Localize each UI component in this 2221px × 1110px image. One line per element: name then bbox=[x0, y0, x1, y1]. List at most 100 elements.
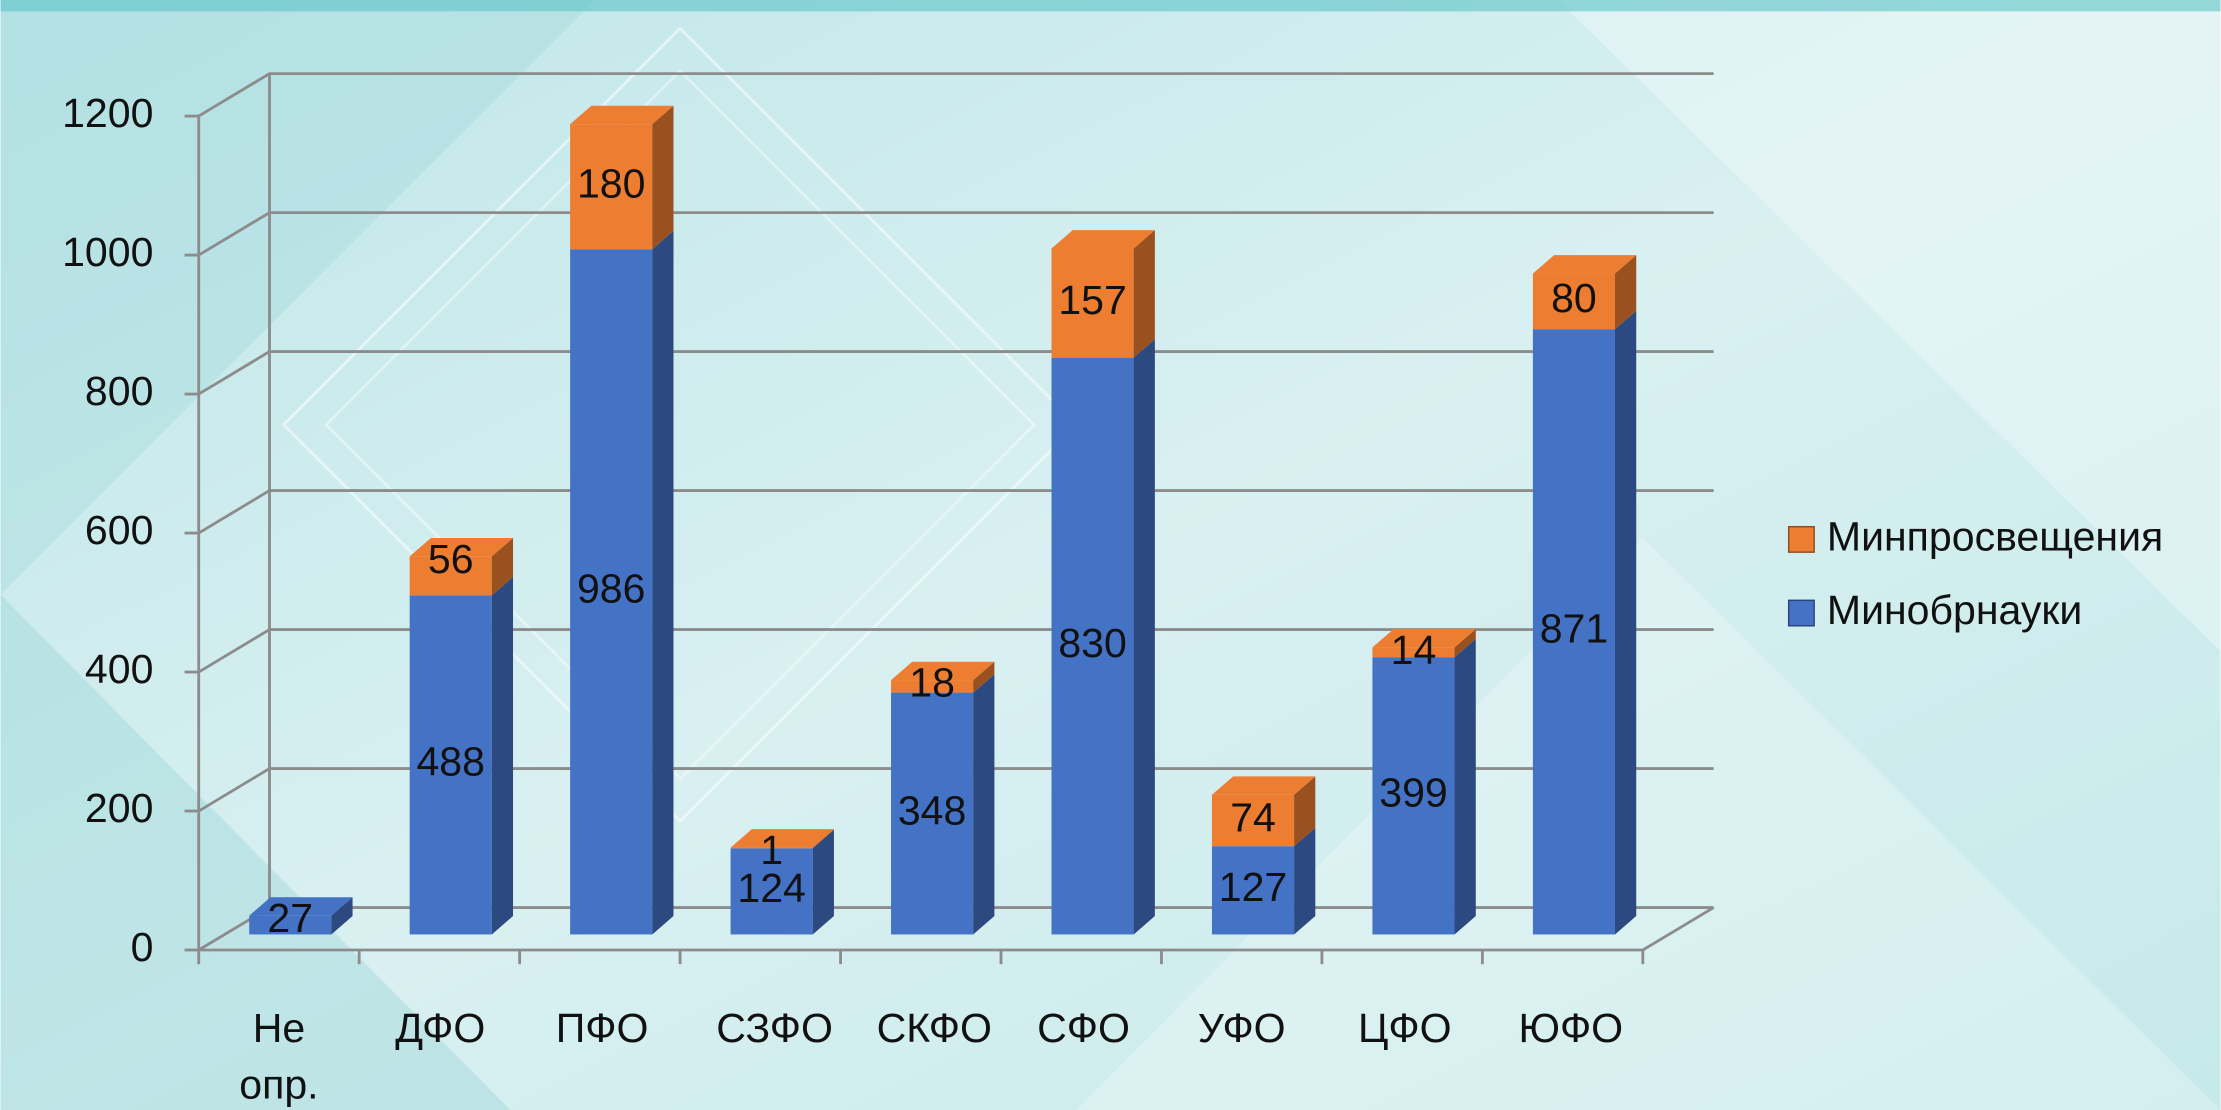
bar-segment bbox=[1372, 638, 1476, 935]
bar-side bbox=[1615, 310, 1637, 935]
bar-front bbox=[891, 692, 974, 935]
data-label: 14 bbox=[1391, 627, 1437, 673]
bar-top bbox=[570, 105, 674, 125]
legend-label: Минпросвещения bbox=[1827, 513, 2163, 559]
bar-segment bbox=[1211, 776, 1316, 847]
x-tick-label: ЦФО bbox=[1358, 1006, 1452, 1052]
bar-side bbox=[652, 105, 674, 250]
data-label: 180 bbox=[577, 161, 646, 207]
x-tick-label-box: ПФО bbox=[556, 1007, 649, 1052]
data-label: 399 bbox=[1379, 770, 1447, 816]
data-label: 124 bbox=[737, 865, 805, 911]
grid-line bbox=[197, 72, 1714, 118]
bar-side bbox=[1294, 827, 1316, 935]
x-tick-label-box: ЮФО bbox=[1518, 1006, 1624, 1052]
x-tick-label-box: Не опр. bbox=[239, 1006, 319, 1109]
decoration bbox=[1557, 0, 2221, 652]
bar-segment bbox=[891, 661, 995, 693]
x-tick-label: УФО bbox=[1197, 1006, 1286, 1052]
top-band bbox=[0, 0, 2221, 12]
bar-side bbox=[491, 537, 514, 596]
x-tick-label: СФО bbox=[1037, 1006, 1130, 1052]
bar-side bbox=[1133, 230, 1155, 358]
data-label: 127 bbox=[1219, 864, 1288, 910]
bar-side bbox=[1454, 629, 1476, 658]
bar-top bbox=[891, 661, 995, 681]
bar-segment bbox=[891, 674, 995, 935]
legend-key bbox=[1787, 599, 1815, 627]
y-tick-label: 400 bbox=[85, 646, 154, 692]
x-tick-label: СЗФО bbox=[716, 1006, 833, 1052]
data-label: 1 bbox=[760, 827, 783, 873]
y-tick-label: 800 bbox=[85, 368, 154, 414]
bar-front bbox=[409, 556, 492, 596]
bars bbox=[249, 105, 1637, 935]
bar-side bbox=[973, 674, 995, 935]
bar-front bbox=[409, 595, 492, 935]
bar-side bbox=[1615, 255, 1637, 330]
grid-line bbox=[197, 489, 1714, 535]
bar-front bbox=[1051, 357, 1134, 935]
bar-segment bbox=[1051, 230, 1155, 358]
x-tick-label-box: СФО bbox=[1037, 1006, 1130, 1052]
bar-segment bbox=[1211, 827, 1316, 935]
bar-segment bbox=[730, 829, 834, 935]
decoration bbox=[324, 68, 1037, 781]
bar-segment bbox=[1532, 310, 1637, 935]
bar-side bbox=[1294, 776, 1316, 847]
x-tick-label: ЮФО bbox=[1518, 1006, 1624, 1052]
data-label: 74 bbox=[1230, 794, 1276, 840]
decoration bbox=[0, 594, 511, 1110]
bar-segment bbox=[570, 105, 674, 250]
legend-label: Минобрнауки bbox=[1827, 587, 2082, 633]
bar-side bbox=[1133, 339, 1155, 935]
bar-front bbox=[730, 848, 813, 935]
bar-top bbox=[1051, 230, 1155, 249]
bar-front bbox=[1372, 657, 1455, 935]
bar-top bbox=[409, 537, 514, 557]
legend-key bbox=[1787, 525, 1815, 553]
data-label: 348 bbox=[898, 787, 966, 833]
bar-front bbox=[1211, 794, 1295, 847]
bar-front bbox=[570, 124, 653, 250]
x-tick-label-box: УФО bbox=[1197, 1006, 1286, 1052]
x-tick-label: Не опр. bbox=[239, 1006, 319, 1109]
bar-front bbox=[891, 680, 974, 693]
bar-segment bbox=[570, 230, 674, 935]
bar-side bbox=[812, 829, 834, 849]
grid-line bbox=[197, 628, 1714, 674]
bar-front bbox=[1532, 273, 1616, 330]
bar-side bbox=[491, 576, 514, 935]
bar-segment bbox=[1532, 255, 1637, 330]
data-label: 830 bbox=[1058, 620, 1127, 666]
bar-segment bbox=[249, 897, 353, 935]
y-tick-label: 0 bbox=[131, 924, 154, 970]
y-tick-label: 1200 bbox=[62, 90, 153, 136]
bar-top bbox=[1532, 255, 1637, 274]
labels: 0 200 400 600 800 1000 1200 27 Не опр. 488 56 ДФО 98… bbox=[62, 90, 2163, 1109]
bar-top bbox=[249, 897, 353, 916]
bar-segment bbox=[409, 537, 514, 596]
bar-side bbox=[1454, 638, 1476, 935]
bar-side bbox=[812, 829, 834, 935]
bar-segment bbox=[409, 576, 514, 935]
data-label: 871 bbox=[1540, 606, 1608, 652]
bar-front bbox=[1051, 248, 1134, 358]
x-tick-label: СКФО bbox=[876, 1006, 992, 1052]
x-tick-label-box: ЦФО bbox=[1358, 1006, 1452, 1052]
bar-front bbox=[1211, 846, 1295, 935]
bar-front bbox=[1372, 647, 1455, 658]
bar-front bbox=[570, 249, 653, 935]
bar-front bbox=[249, 915, 332, 935]
y-tick-label: 600 bbox=[85, 507, 154, 553]
y-tick-label: 1000 bbox=[62, 229, 153, 275]
bar-top bbox=[730, 829, 834, 848]
bar-segment bbox=[1051, 339, 1155, 935]
bar-segment bbox=[1372, 629, 1476, 658]
x-tick-label-box: СЗФО bbox=[716, 1006, 833, 1052]
grid-line bbox=[197, 211, 1714, 257]
bar-front bbox=[730, 847, 813, 849]
data-label: 157 bbox=[1058, 277, 1127, 323]
grid bbox=[184, 72, 1715, 965]
